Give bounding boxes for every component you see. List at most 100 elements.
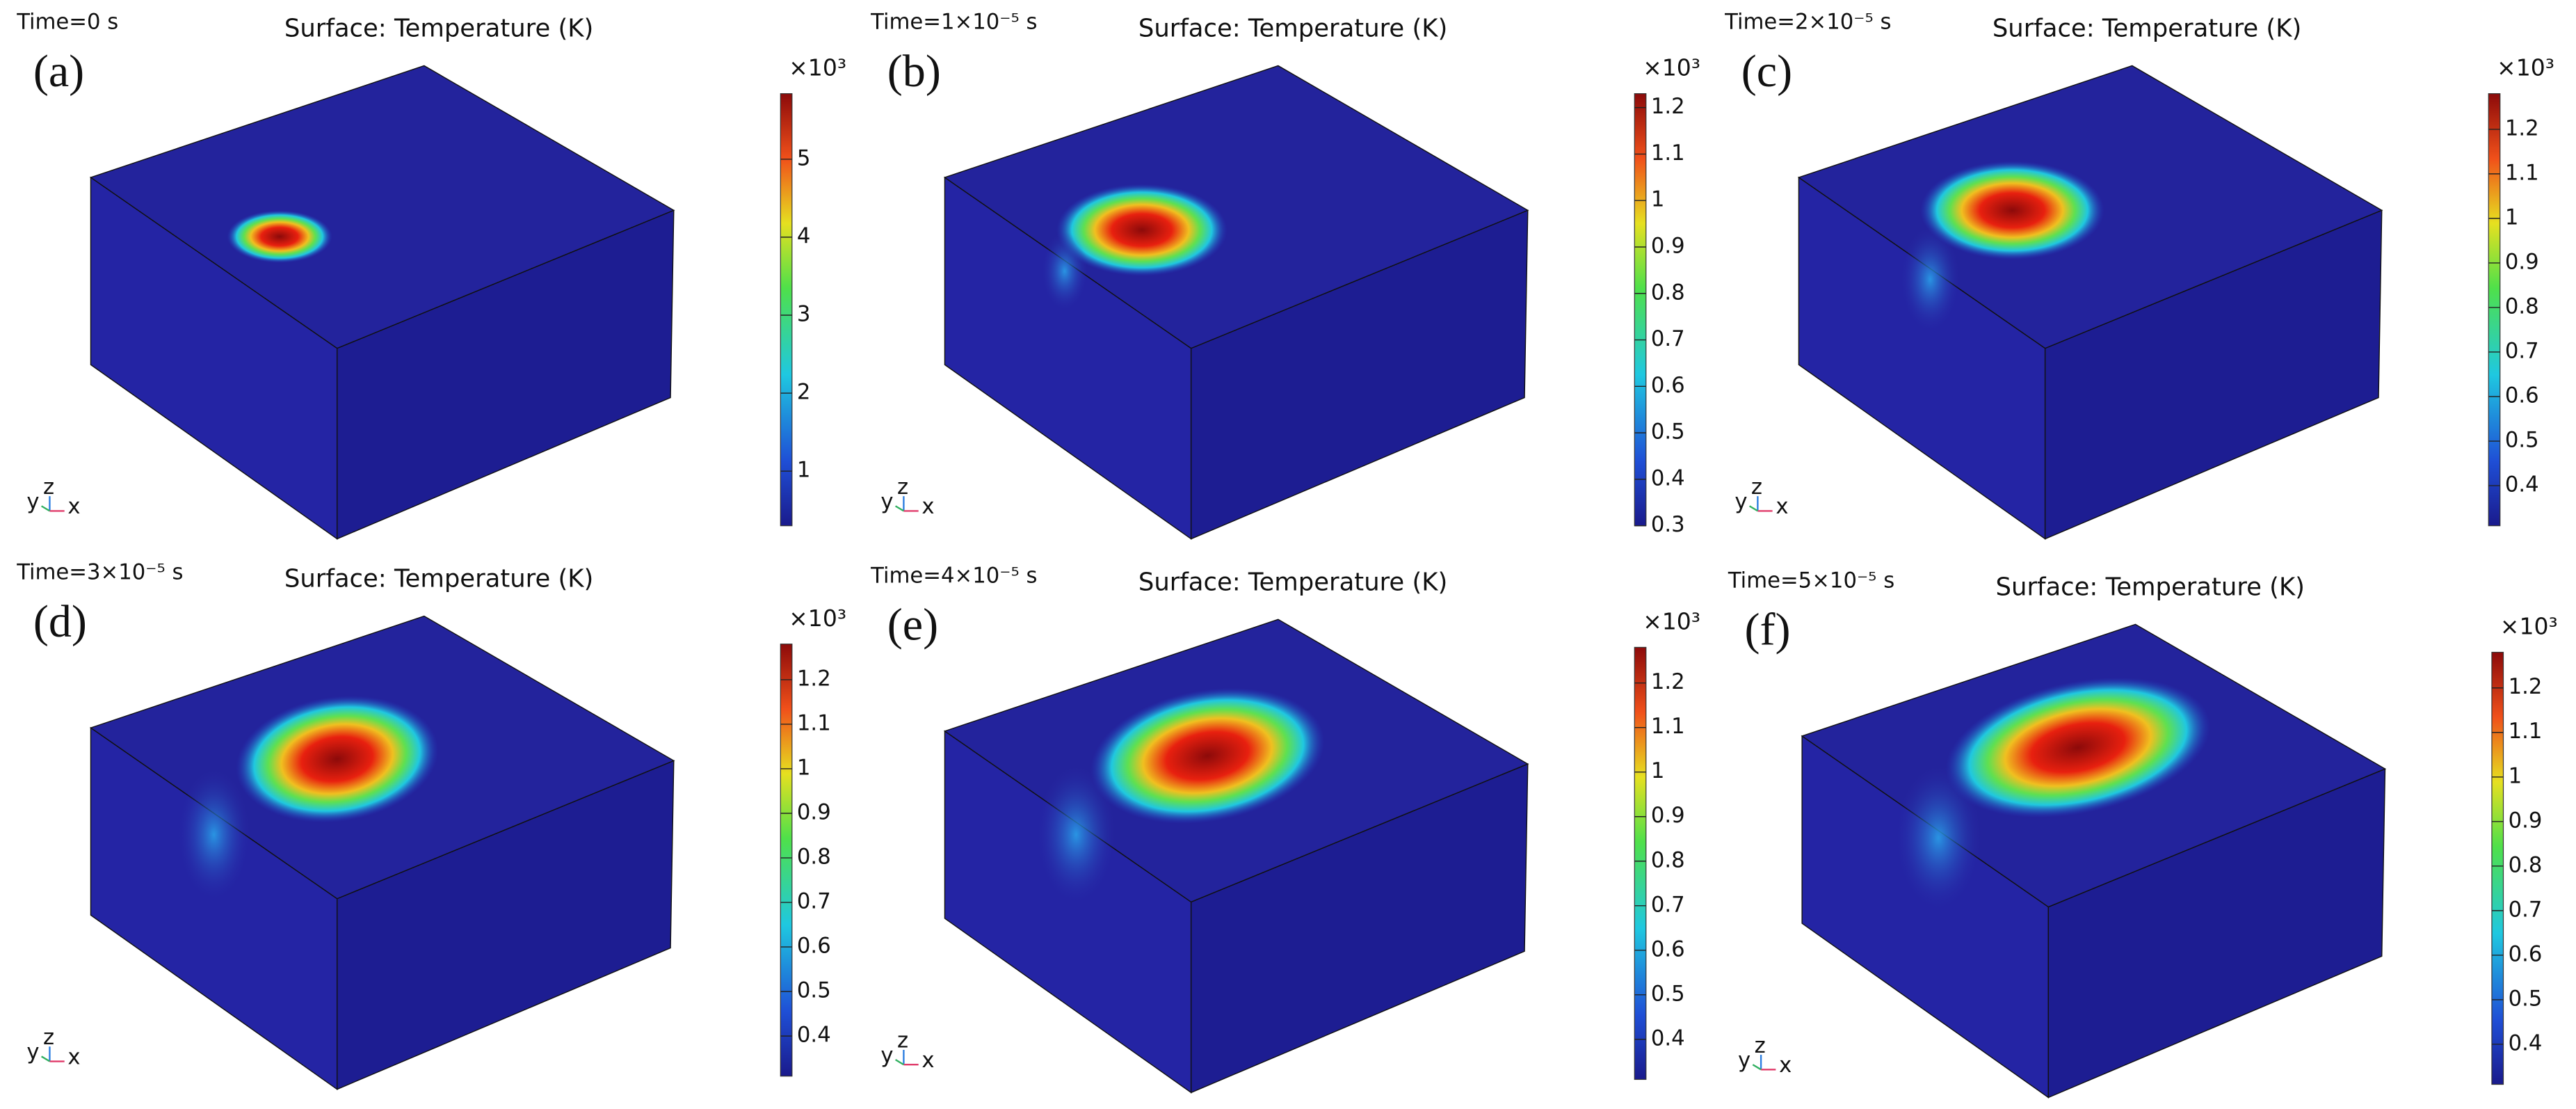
side-glow: [1900, 226, 1960, 333]
time-label: Time=0 s: [16, 10, 118, 35]
time-label: Time=1×10⁻⁵ s: [870, 10, 1037, 35]
colorbar-tick-label: 1: [1651, 759, 1665, 783]
colorbar-tick-label: 1.2: [2509, 675, 2543, 699]
colorbar-tick-label: 0.8: [2509, 853, 2543, 877]
panel: Time=5×10⁻⁵ s Surface: Temperature (K) (f)…: [1728, 568, 2558, 1099]
panel-letter: (a): [33, 46, 84, 97]
side-glow: [1036, 765, 1116, 904]
axis-label: y: [1734, 490, 1747, 514]
colorbar-tick-label: 0.8: [1651, 848, 1685, 872]
colorbar-multiplier: ×10³: [789, 54, 846, 81]
colorbar-tick-label: 0.7: [1651, 893, 1685, 917]
box-top-face: [943, 65, 1529, 349]
colorbar-tick-label: 0.4: [2509, 1031, 2543, 1055]
colorbar-tick-label: 1.2: [797, 667, 831, 691]
hot-spot: [1920, 161, 2104, 260]
colorbar: [2491, 651, 2504, 1085]
axis-arrow: [41, 1055, 51, 1062]
colorbar-tick-label: 0.5: [2505, 429, 2539, 453]
axis-label: x: [1776, 495, 1788, 519]
axis-label: y: [880, 1044, 893, 1068]
colorbar-tick-label: 1.1: [1651, 141, 1685, 166]
colorbar-tick-label: 1: [2509, 764, 2522, 788]
colorbar-tick-label: 0.8: [1651, 280, 1685, 305]
colorbar-tick-label: 1.2: [1651, 670, 1685, 694]
axis-label: z: [1751, 475, 1762, 500]
title: Surface: Temperature (K): [1996, 573, 2305, 601]
colorbar: [2488, 93, 2501, 527]
title: Surface: Temperature (K): [1138, 568, 1447, 596]
colorbar-tick-label: 0.8: [2505, 294, 2539, 319]
side-glow: [177, 769, 250, 901]
hot-spot: [1945, 677, 2211, 818]
hot-spot: [1056, 184, 1227, 276]
time-label: Time=2×10⁻⁵ s: [1724, 10, 1891, 35]
colorbar-tick-label: 1.2: [2505, 116, 2539, 141]
colorbar-tick-label: 0.8: [797, 845, 831, 870]
colorbar-tick-label: 1.1: [2505, 161, 2539, 185]
axis-label: x: [921, 495, 934, 519]
colorbar-tick-label: 1.1: [797, 711, 831, 735]
time-label: Time=4×10⁻⁵ s: [870, 564, 1037, 588]
panel: Time=3×10⁻⁵ s Surface: Temperature (K) (d)…: [16, 561, 846, 1091]
colorbar-multiplier: ×10³: [1643, 608, 1700, 635]
colorbar-tick-label: 0.9: [2505, 250, 2539, 274]
colorbar-tick-label: 0.6: [1651, 937, 1685, 962]
time-label: Time=3×10⁻⁵ s: [16, 561, 183, 585]
panel: Time=2×10⁻⁵ s Surface: Temperature (K) (c)…: [1724, 10, 2554, 540]
axis-label: y: [1738, 1048, 1750, 1073]
colorbar-tick-label: 1.1: [1651, 715, 1685, 739]
colorbar-multiplier: ×10³: [2497, 54, 2554, 81]
panel-letter: (c): [1741, 46, 1792, 97]
axis-label: y: [26, 1040, 39, 1064]
title: Surface: Temperature (K): [1138, 15, 1447, 43]
panel: Time=0 s Surface: Temperature (K) (a) ×10³ 1…: [16, 10, 846, 540]
axis-label: z: [897, 475, 908, 500]
hot-spot: [236, 695, 439, 823]
colorbar-tick-label: 0.9: [1651, 804, 1685, 828]
colorbar-tick-label: 1.2: [1651, 95, 1685, 119]
colorbar-tick-label: 0.4: [1651, 466, 1685, 490]
panel-letter: (f): [1744, 605, 1790, 655]
colorbar-tick-label: 3: [797, 302, 811, 326]
panel-letter: (e): [887, 600, 938, 651]
colorbar-tick-label: 1: [797, 458, 811, 483]
axis-label: y: [26, 490, 39, 514]
title: Surface: Temperature (K): [284, 15, 593, 43]
panel: Time=4×10⁻⁵ s Surface: Temperature (K) (e)…: [870, 564, 1700, 1094]
axis-label: z: [897, 1029, 908, 1053]
colorbar-multiplier: ×10³: [2500, 613, 2558, 640]
axis-arrow: [1752, 1064, 1762, 1071]
panel: Time=1×10⁻⁵ s Surface: Temperature (K) (b)…: [870, 10, 1700, 540]
axis-arrow: [1748, 505, 1758, 512]
colorbar-tick-label: 0.5: [1651, 982, 1685, 1006]
side-glow: [1041, 231, 1088, 311]
colorbar-tick-label: 1.1: [2509, 719, 2543, 744]
colorbar-tick-label: 0.9: [2509, 808, 2543, 833]
panel-letter: (b): [887, 46, 941, 97]
axis-label: x: [1779, 1053, 1792, 1078]
title: Surface: Temperature (K): [1993, 15, 2301, 43]
colorbar-tick-label: 0.7: [2509, 897, 2543, 922]
panel-letter: (d): [33, 596, 87, 647]
colorbar-tick-label: 1: [797, 756, 811, 780]
axis-label: z: [43, 475, 54, 500]
colorbar-tick-label: 2: [797, 381, 811, 405]
box-top-face: [89, 65, 675, 349]
colorbar-tick-label: 0.6: [1651, 374, 1685, 398]
axis-arrow: [894, 1059, 905, 1066]
axis-label: z: [1755, 1034, 1766, 1058]
colorbar: [780, 644, 793, 1077]
time-label: Time=5×10⁻⁵ s: [1728, 568, 1894, 593]
axis-arrow: [41, 505, 51, 512]
hot-spot: [1090, 687, 1325, 824]
colorbar-tick-label: 0.9: [797, 801, 831, 825]
colorbar-tick-label: 0.5: [1651, 420, 1685, 445]
colorbar-tick-label: 0.9: [1651, 234, 1685, 258]
colorbar: [780, 93, 793, 527]
axis-arrow: [894, 505, 905, 512]
side-glow: [1895, 765, 1981, 911]
colorbar-tick-label: 4: [797, 224, 811, 248]
